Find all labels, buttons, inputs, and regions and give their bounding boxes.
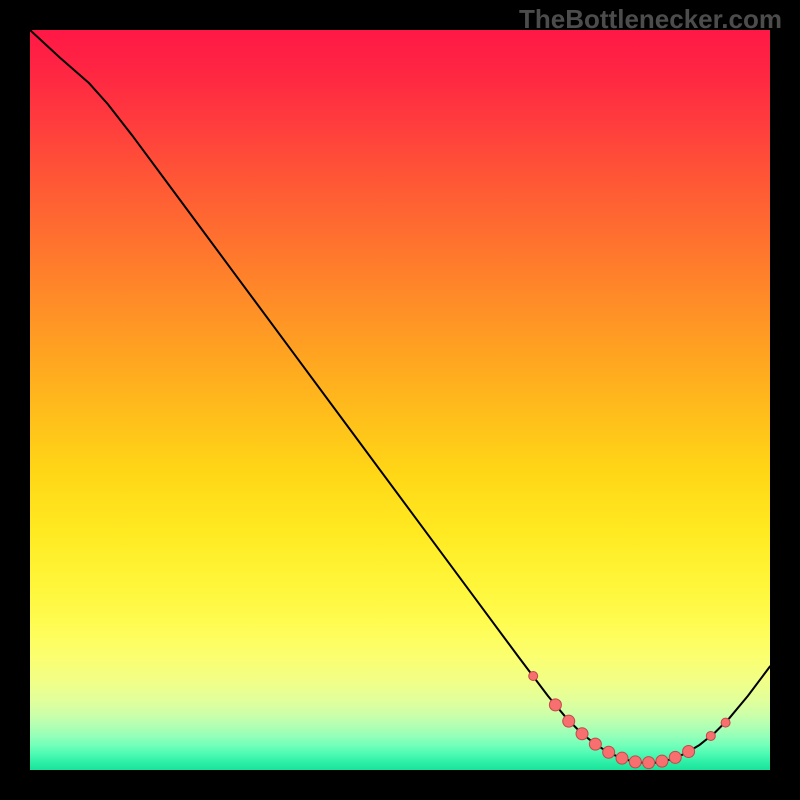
marker-dot xyxy=(721,718,730,727)
gradient-background xyxy=(30,30,770,770)
plot-area xyxy=(30,30,770,770)
marker-dot xyxy=(563,715,575,727)
chart-root: TheBottlenecker.com xyxy=(0,0,800,800)
marker-dot xyxy=(643,757,655,769)
marker-dot xyxy=(603,746,615,758)
marker-dot xyxy=(629,756,641,768)
marker-dot xyxy=(576,728,588,740)
marker-dot xyxy=(589,738,601,750)
marker-dot xyxy=(529,672,538,681)
marker-dot xyxy=(656,755,668,767)
marker-dot xyxy=(549,699,561,711)
marker-dot xyxy=(706,731,715,740)
marker-dot xyxy=(669,751,681,763)
marker-dot xyxy=(683,746,695,758)
chart-svg xyxy=(30,30,770,770)
marker-dot xyxy=(616,752,628,764)
